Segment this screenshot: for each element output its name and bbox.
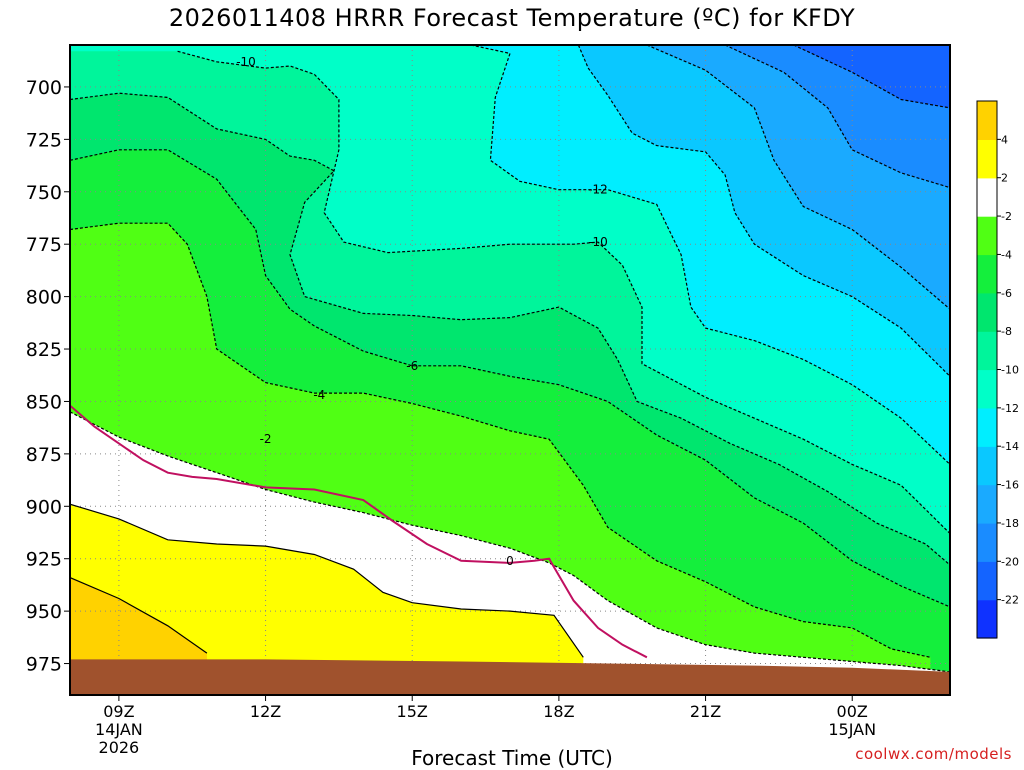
colorbar-tick-label: -2 bbox=[1001, 210, 1012, 223]
colorbar-tick-label: -12 bbox=[1001, 402, 1019, 415]
colorbar-tick-label: -16 bbox=[1001, 479, 1019, 492]
x-tick-label: 14JAN bbox=[95, 720, 143, 739]
contour-line bbox=[70, 503, 584, 658]
contour-label: -2 bbox=[260, 432, 272, 446]
colorbar-tick-label: -4 bbox=[1001, 248, 1012, 261]
contour-line bbox=[724, 45, 950, 189]
x-tick-label: 09Z bbox=[103, 702, 134, 721]
y-tick-label: 750 bbox=[26, 182, 62, 204]
colorbar-segment bbox=[977, 101, 997, 140]
x-tick-label: 12Z bbox=[250, 702, 281, 721]
contour-line bbox=[70, 92, 950, 566]
y-tick-label: 775 bbox=[26, 234, 62, 256]
contour-line bbox=[577, 45, 950, 377]
y-tick-label: 875 bbox=[26, 444, 62, 466]
x-tick-label: 15JAN bbox=[828, 720, 876, 739]
x-tick-label: 15Z bbox=[397, 702, 428, 721]
plot-border bbox=[69, 44, 951, 696]
x-tick-label: 18Z bbox=[543, 702, 574, 721]
y-tick-label: 900 bbox=[26, 496, 62, 518]
colorbar-tick-label: 4 bbox=[1001, 133, 1008, 146]
plot-frame bbox=[69, 44, 951, 696]
colorbar-tick-label: 2 bbox=[1001, 172, 1008, 185]
colorbar-tick-label: -8 bbox=[1001, 325, 1012, 338]
colorbar-segment bbox=[977, 446, 997, 486]
y-tick-label: 725 bbox=[26, 129, 62, 151]
x-tick-label: 00Z bbox=[837, 702, 868, 721]
y-tick-label: 950 bbox=[26, 601, 62, 623]
contour-label: -10 bbox=[588, 235, 608, 249]
colorbar: -22-20-18-16-14-12-10-8-6-4-224 bbox=[976, 100, 1019, 639]
contour-lines bbox=[70, 45, 950, 673]
contour-labels: -10 -12 -10 -6 -4 -2 0 bbox=[236, 55, 608, 568]
contour-line bbox=[70, 149, 950, 608]
colorbar-tick-label: -14 bbox=[1001, 440, 1019, 453]
colorbar-segment bbox=[977, 407, 997, 447]
y-axis: 700 725 750 775 800 825 850 875 900 925 950 975 bbox=[26, 77, 70, 676]
x-axis-label: Forecast Time (UTC) bbox=[411, 746, 613, 770]
contour-line bbox=[70, 411, 950, 673]
x-tick-label: 21Z bbox=[690, 702, 721, 721]
colorbar-tick-label: -20 bbox=[1001, 555, 1019, 568]
contour-label: -4 bbox=[313, 388, 325, 402]
colorbar-segment bbox=[977, 599, 997, 639]
colorbar-tick-label: -6 bbox=[1001, 287, 1012, 300]
contour-line bbox=[177, 50, 950, 534]
contour-line bbox=[646, 45, 950, 310]
chart-title: 2026011408 HRRR Forecast Temperature (ºC… bbox=[168, 4, 856, 32]
source-credit: coolwx.com/models bbox=[855, 745, 1012, 763]
y-tick-label: 975 bbox=[26, 654, 62, 676]
y-tick-label: 925 bbox=[26, 549, 62, 571]
colorbar-segment bbox=[977, 369, 997, 409]
x-tick-label: 2026 bbox=[99, 738, 140, 757]
y-tick-label: 800 bbox=[26, 287, 62, 309]
colorbar-segment bbox=[977, 254, 997, 294]
contour-line bbox=[70, 404, 648, 659]
colorbar-tick-label: -18 bbox=[1001, 517, 1019, 530]
colorbar-tick-label: -10 bbox=[1001, 364, 1019, 377]
colorbar-segment bbox=[977, 522, 997, 562]
colorbar-segment bbox=[977, 484, 997, 524]
temperature-fills bbox=[70, 45, 950, 695]
contour-line bbox=[70, 222, 931, 658]
colorbar-segment bbox=[977, 331, 997, 371]
y-tick-label: 825 bbox=[26, 339, 62, 361]
ground-fill bbox=[70, 659, 950, 695]
contour-line bbox=[70, 577, 208, 654]
y-tick-label: 700 bbox=[26, 77, 62, 99]
contour-label: -12 bbox=[588, 183, 608, 197]
contour-label: 0 bbox=[506, 554, 514, 568]
colorbar-tick-label: -22 bbox=[1001, 594, 1019, 607]
contour-line bbox=[793, 45, 950, 109]
colorbar-segment bbox=[977, 177, 997, 217]
grid-lines bbox=[70, 45, 950, 695]
colorbar-segment bbox=[977, 216, 997, 256]
contour-label: -6 bbox=[406, 359, 418, 373]
y-tick-label: 850 bbox=[26, 391, 62, 413]
colorbar-segment bbox=[977, 561, 997, 601]
colorbar-segment bbox=[977, 292, 997, 332]
contour-line bbox=[470, 45, 950, 465]
contour-label: -10 bbox=[236, 55, 256, 69]
colorbar-segment bbox=[977, 139, 997, 179]
ground-layer bbox=[70, 659, 950, 695]
